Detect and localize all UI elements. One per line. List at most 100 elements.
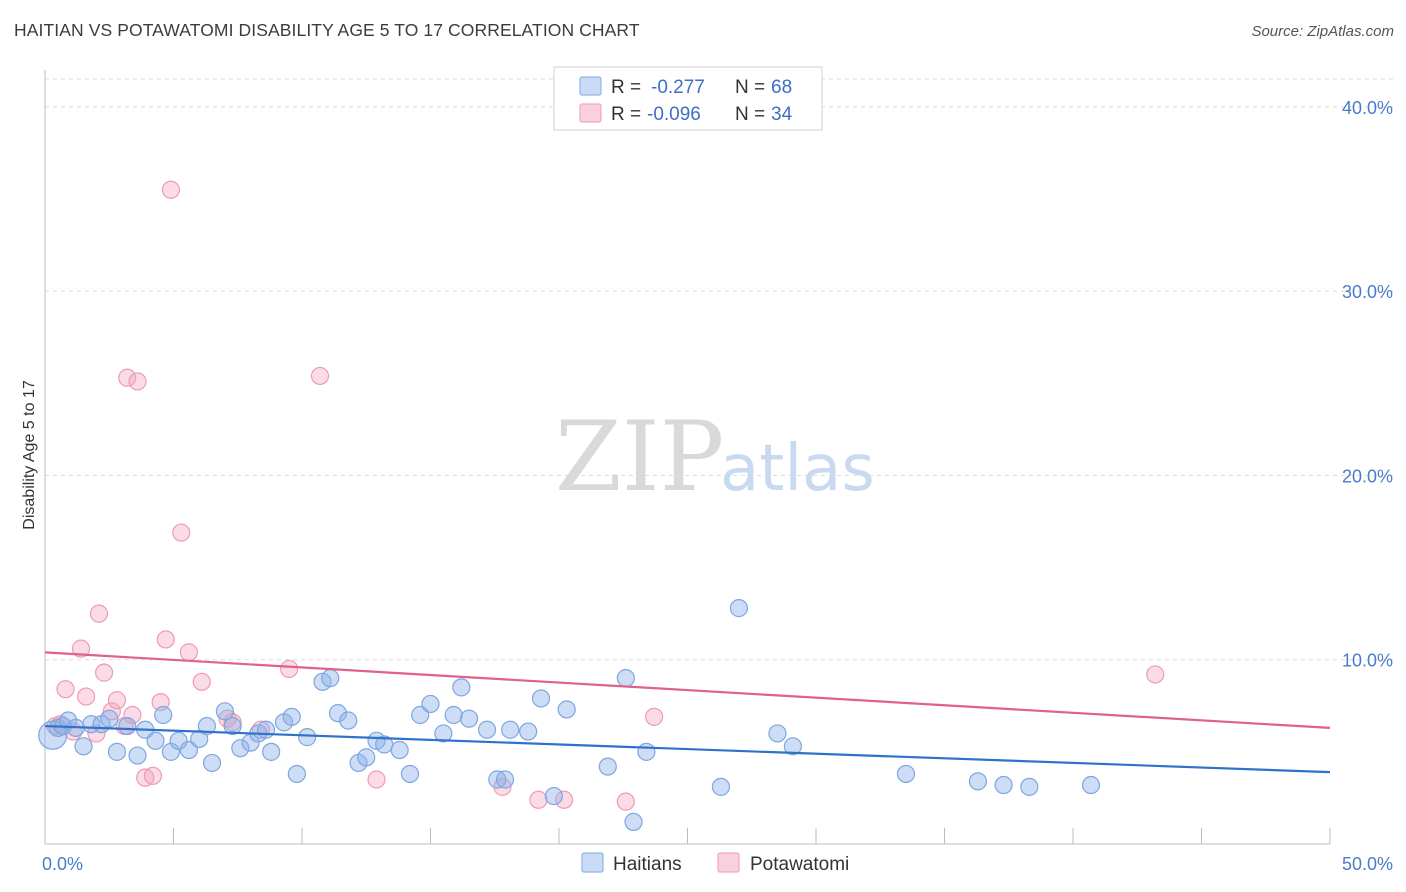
y-tick-label: 40.0%: [1342, 98, 1393, 118]
potawatomi-point: [644, 707, 664, 726]
potawatomi-point: [143, 766, 163, 785]
haitians-point: [262, 742, 281, 761]
potawatomi-r-label: R =: [611, 104, 641, 125]
haitians-point: [488, 770, 507, 789]
potawatomi-point: [77, 687, 96, 706]
potawatomi-point: [71, 639, 91, 658]
haitians-point: [357, 748, 376, 767]
x-tick-label-min: 0.0%: [42, 854, 83, 874]
haitians-point: [477, 720, 497, 739]
haitians-point: [100, 709, 119, 728]
potawatomi-point: [123, 705, 142, 725]
trend-lines: [44, 651, 1331, 774]
haitians-point: [400, 764, 420, 784]
potawatomi-series-label: Potawatomi: [750, 854, 849, 875]
potawatomi-point: [107, 691, 127, 710]
potawatomi-point: [172, 523, 191, 542]
haitians-point: [197, 716, 217, 736]
source-credit: Source: ZipAtlas.com: [1251, 23, 1394, 40]
potawatomi-point: [529, 790, 548, 809]
haitians-point: [154, 705, 173, 725]
potawatomi-point: [87, 724, 106, 743]
haitians-point: [711, 777, 731, 796]
chart-title: HAITIAN VS POTAWATOMI DISABILITY AGE 5 T…: [14, 20, 640, 40]
x-tick-label-max: 50.0%: [1342, 854, 1393, 874]
haitians-legend-swatch: [579, 76, 602, 96]
watermark-atlas: atlas: [720, 432, 875, 506]
haitians-series-label: Haitians: [613, 854, 682, 875]
haitians-point: [202, 753, 222, 773]
haitians-point: [501, 720, 520, 739]
potawatomi-point: [95, 663, 114, 682]
haitians-n-label: N =: [735, 77, 765, 98]
haitians-point: [231, 739, 250, 758]
axes: [44, 70, 1331, 845]
haitians-point: [223, 716, 242, 736]
haitians-point: [74, 737, 93, 756]
haitians-point: [598, 757, 617, 776]
potawatomi-point: [89, 604, 109, 623]
potawatomi-r-value: -0.096: [647, 104, 701, 125]
potawatomi-point: [367, 770, 386, 789]
haitians-point: [146, 731, 165, 750]
haitians-point: [256, 720, 276, 739]
potawatomi-point: [161, 180, 181, 199]
series-legend: Haitians Potawatomi: [581, 852, 849, 875]
haitians-r-label: R =: [611, 77, 641, 98]
haitians-point: [616, 669, 635, 688]
axis-ticks: 10.0% 20.0% 30.0% 40.0% 0.0% 50.0%: [42, 98, 1393, 874]
haitians-point: [434, 724, 453, 743]
haitians-trend-line: [44, 724, 1331, 774]
haitians-point: [624, 812, 643, 831]
potawatomi-legend-swatch: [579, 103, 602, 123]
potawatomi-n-label: N =: [735, 104, 765, 125]
haitians-point: [287, 764, 306, 784]
haitians-series-swatch: [581, 852, 604, 873]
haitians-point: [896, 764, 916, 784]
haitians-point: [421, 694, 440, 714]
potawatomi-point: [555, 790, 574, 809]
haitians-point: [298, 728, 317, 747]
haitians-point: [282, 707, 301, 726]
haitians-point: [390, 740, 409, 760]
haitians-point: [544, 786, 563, 806]
haitians-point: [215, 702, 234, 721]
potawatomi-trend-line: [44, 651, 1331, 729]
haitians-point: [768, 724, 787, 743]
potawatomi-point: [156, 630, 175, 649]
potawatomi-point: [56, 680, 75, 699]
potawatomi-point: [310, 366, 330, 386]
haitians-r-value: -0.277: [651, 77, 705, 98]
potawatomi-point: [1146, 665, 1165, 684]
haitians-point: [729, 599, 749, 618]
haitians-point: [118, 716, 137, 736]
haitians-n-value: 68: [771, 77, 792, 98]
haitians-point: [459, 709, 479, 728]
haitians-point: [1020, 777, 1039, 796]
haitians-point: [59, 711, 78, 730]
y-tick-label: 30.0%: [1342, 282, 1393, 302]
grid-lines: [45, 78, 1395, 661]
haitians-point: [968, 772, 988, 791]
stats-legend: R = -0.277 N = 68 R = -0.096 N = 34: [553, 66, 823, 131]
haitians-point: [339, 711, 358, 730]
haitians-point: [1081, 775, 1101, 795]
haitians-point: [128, 746, 147, 765]
haitians-point: [444, 705, 463, 725]
haitians-point: [531, 689, 551, 708]
haitians-point: [169, 731, 188, 750]
haitians-point: [328, 704, 348, 723]
potawatomi-series-swatch: [717, 852, 740, 873]
potawatomi-point: [102, 702, 121, 721]
potawatomi-n-value: 34: [771, 104, 793, 125]
haitians-point: [783, 737, 802, 756]
watermark-zip: ZIP: [555, 401, 724, 513]
haitians-point: [495, 770, 515, 789]
potawatomi-point: [192, 672, 211, 691]
potawatomi-point: [616, 792, 635, 811]
haitians-point: [452, 678, 471, 697]
haitians-point: [994, 775, 1013, 795]
haitians-point: [557, 700, 576, 719]
haitians-point: [321, 669, 340, 688]
